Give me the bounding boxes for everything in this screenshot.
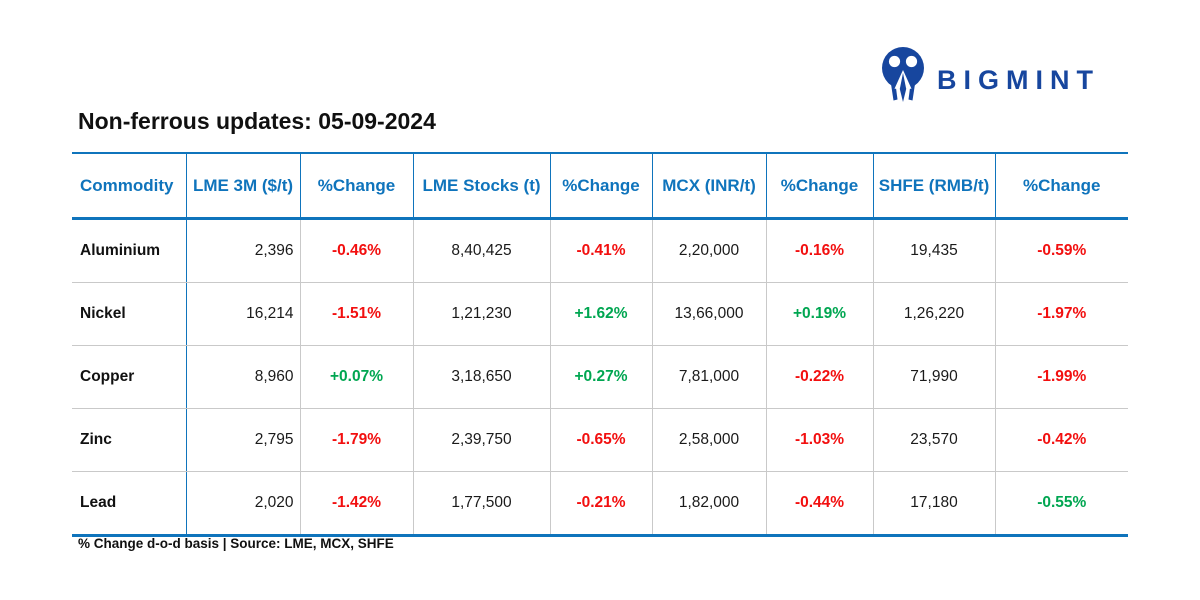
value-cell: 8,960 [186, 345, 301, 409]
change-cell: -0.44% [766, 471, 874, 536]
column-header-commodity: Commodity [72, 153, 187, 220]
value-cell: 3,18,650 [413, 345, 551, 409]
change-cell: -0.59% [995, 218, 1128, 283]
value-cell: 16,214 [186, 282, 301, 346]
table-body: Aluminium 2,396 -0.46% 8,40,425 -0.41% 2,20,0… [72, 218, 1128, 536]
change-cell: +0.27% [550, 345, 653, 409]
header-row: Commodity LME 3M ($/t) %Change LME Stocks (… [72, 153, 1128, 220]
column-header-3: LME Stocks (t) [413, 153, 551, 220]
column-header-1: LME 3M ($/t) [186, 153, 301, 220]
value-cell: 2,396 [186, 218, 301, 283]
commodity-cell: Copper [72, 345, 187, 409]
value-cell: 2,58,000 [652, 408, 767, 472]
change-cell: +0.07% [300, 345, 414, 409]
value-cell: 2,20,000 [652, 218, 767, 283]
column-header-6: %Change [766, 153, 874, 220]
value-cell: 1,26,220 [873, 282, 996, 346]
change-cell: -0.21% [550, 471, 653, 536]
change-cell: -1.79% [300, 408, 414, 472]
value-cell: 1,82,000 [652, 471, 767, 536]
value-cell: 13,66,000 [652, 282, 767, 346]
value-cell: 1,21,230 [413, 282, 551, 346]
value-cell: 8,40,425 [413, 218, 551, 283]
brand-logo: BIGMINT [878, 46, 1100, 108]
change-cell: -0.46% [300, 218, 414, 283]
commodity-cell: Nickel [72, 282, 187, 346]
commodity-table-container: Commodity LME 3M ($/t) %Change LME Stocks (… [72, 152, 1128, 537]
commodity-cell: Zinc [72, 408, 187, 472]
change-cell: -1.97% [995, 282, 1128, 346]
table-row: Aluminium 2,396 -0.46% 8,40,425 -0.41% 2,20,0… [72, 218, 1128, 283]
change-cell: -0.22% [766, 345, 874, 409]
table-row: Lead 2,020 -1.42% 1,77,500 -0.21% 1,82,000 -0.… [72, 471, 1128, 536]
page-title: Non-ferrous updates: 05-09-2024 [78, 108, 436, 134]
change-cell: -1.42% [300, 471, 414, 536]
column-header-2: %Change [300, 153, 414, 220]
brand-name: BIGMINT [937, 64, 1100, 95]
value-cell: 1,77,500 [413, 471, 551, 536]
change-cell: -0.41% [550, 218, 653, 283]
value-cell: 2,39,750 [413, 408, 551, 472]
commodity-cell: Lead [72, 471, 187, 536]
value-cell: 19,435 [873, 218, 996, 283]
source-note: % Change d-o-d basis | Source: LME, MCX,… [78, 536, 394, 551]
table-row: Zinc 2,795 -1.79% 2,39,750 -0.65% 2,58,000 -1.… [72, 408, 1128, 472]
column-header-5: MCX (INR/t) [652, 153, 767, 220]
column-header-4: %Change [550, 153, 653, 220]
table-row: Nickel 16,214 -1.51% 1,21,230 +1.62% 13,66,00… [72, 282, 1128, 346]
column-header-7: SHFE (RMB/t) [873, 153, 996, 220]
change-cell: -0.55% [995, 471, 1128, 536]
value-cell: 17,180 [873, 471, 996, 536]
commodity-cell: Aluminium [72, 218, 187, 283]
commodity-table: Commodity LME 3M ($/t) %Change LME Stocks (… [72, 152, 1128, 537]
value-cell: 2,020 [186, 471, 301, 536]
column-header-8: %Change [995, 153, 1128, 220]
table-row: Copper 8,960 +0.07% 3,18,650 +0.27% 7,81,000-… [72, 345, 1128, 409]
change-cell: -1.03% [766, 408, 874, 472]
change-cell: -0.65% [550, 408, 653, 472]
change-cell: -1.51% [300, 282, 414, 346]
change-cell: -1.99% [995, 345, 1128, 409]
change-cell: -0.16% [766, 218, 874, 283]
bigmint-logo-icon [878, 46, 928, 108]
change-cell: +1.62% [550, 282, 653, 346]
value-cell: 71,990 [873, 345, 996, 409]
value-cell: 2,795 [186, 408, 301, 472]
value-cell: 7,81,000 [652, 345, 767, 409]
value-cell: 23,570 [873, 408, 996, 472]
change-cell: -0.42% [995, 408, 1128, 472]
change-cell: +0.19% [766, 282, 874, 346]
